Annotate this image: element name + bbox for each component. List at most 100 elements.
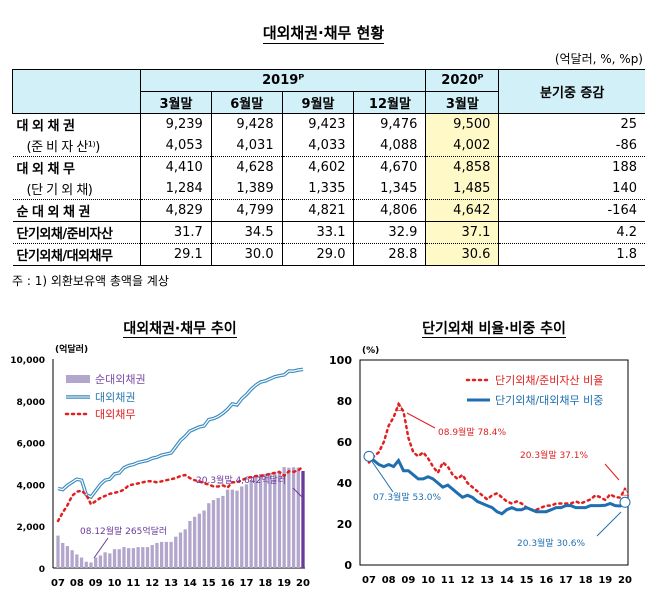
y-axis-unit: (%)	[362, 346, 379, 356]
x-tick-label: 07	[51, 578, 65, 589]
cell-value: 1,284	[140, 178, 212, 200]
bar	[216, 497, 220, 568]
annotation: 20.3월말 4,642억달러	[196, 474, 286, 486]
summary-table: 2019ᴾ 2020ᴾ 분기중 증감 3월말 6월말 9월말 12월말 3월말 …	[11, 69, 645, 266]
bar	[240, 486, 244, 568]
x-tick-label: 19	[277, 578, 291, 589]
x-tick-label: 13	[480, 575, 494, 586]
y-tick-label: 100	[329, 354, 352, 367]
cell-value: 4,670	[353, 156, 426, 178]
x-tick-label: 20	[618, 575, 632, 586]
annotation-arrow	[604, 463, 620, 481]
cell-value: 4,806	[353, 199, 426, 222]
table-row: 대 외 채 권 9,239 9,428 9,423 9,476 9,500 25	[12, 113, 645, 135]
cell-value: 140	[498, 178, 645, 200]
annotation-arrow	[406, 412, 436, 429]
bar	[258, 473, 263, 568]
y-tick-label: 60	[337, 436, 353, 449]
bar	[65, 546, 70, 568]
legend-label: 대외채무	[95, 408, 135, 421]
bar	[164, 541, 169, 568]
cell-value: 37.1	[425, 221, 499, 244]
bar	[230, 489, 234, 568]
bar	[122, 547, 126, 568]
row-label: 단기외채/준비자산	[12, 221, 141, 244]
table-row: (단 기 외 채) 1,284 1,389 1,335 1,345 1,485 140	[13, 178, 645, 200]
bar	[192, 516, 197, 568]
series-line	[367, 401, 627, 511]
y-tick-label: 80	[337, 395, 353, 408]
chart1-svg: 0 2,000 4,000 6,000 8,000 10,000 (억달러) 07 08 09 10…	[10, 343, 310, 589]
bar	[94, 557, 98, 568]
bar	[127, 548, 131, 568]
bar	[282, 467, 286, 568]
bar	[169, 541, 173, 568]
x-tick-label: 20	[296, 578, 310, 589]
table-row: 순 대 외 채 권 4,829 4,799 4,821 4,806 4,642 -164	[12, 199, 645, 222]
x-tick-label: 14	[183, 578, 197, 589]
cell-value: 4,821	[281, 199, 354, 222]
cell-value: 32.9	[353, 221, 426, 244]
bar	[273, 471, 277, 568]
end-marker: △	[621, 484, 630, 497]
corner-cell	[11, 69, 142, 114]
year-header-2020: 2020ᴾ	[425, 69, 500, 92]
peak-marker: △	[395, 399, 404, 412]
bar	[263, 473, 267, 568]
cell-value: 9,239	[140, 113, 212, 135]
bar	[183, 529, 187, 568]
table-row: 단기외채/대외채무 29.1 30.0 29.0 28.8 30.6 1.8	[12, 243, 645, 266]
y-axis-unit: (억달러)	[55, 343, 88, 355]
bar	[79, 557, 84, 568]
bar	[301, 470, 305, 568]
bar	[155, 542, 159, 568]
chart2-title: 단기외채 비율·비중 추이	[422, 321, 566, 338]
x-tick-label: 14	[500, 575, 514, 586]
x-tick-label: 17	[559, 575, 573, 586]
x-tick-label: 12	[145, 578, 159, 589]
col-header: 3월말	[425, 91, 500, 114]
bar	[178, 532, 183, 568]
y-tick-label: 40	[337, 477, 353, 490]
chart1-title: 대외채권·채무 추이	[123, 321, 237, 338]
end-marker-circle	[619, 496, 631, 508]
x-tick-label: 10	[421, 575, 435, 586]
cell-value: 4,088	[353, 135, 426, 157]
col-header: 12월말	[353, 91, 427, 114]
cell-value: 1.8	[498, 243, 645, 266]
bar	[98, 555, 103, 568]
cell-value: -164	[498, 199, 645, 222]
row-label: 단기외채/대외채무	[12, 243, 141, 266]
bar	[84, 561, 88, 568]
bar	[103, 552, 107, 568]
bar	[61, 542, 65, 568]
bar	[277, 471, 282, 568]
cell-value: 4,829	[140, 199, 212, 222]
bar	[202, 510, 206, 568]
legend-swatch-bar	[66, 375, 90, 383]
bar	[150, 545, 154, 568]
bar	[287, 467, 291, 568]
x-tick-label: 09	[401, 575, 415, 586]
col-header: 6월말	[210, 91, 283, 114]
row-label: 순 대 외 채 권	[12, 199, 141, 222]
x-tick-label: 12	[461, 575, 475, 586]
plot-frame	[359, 359, 629, 566]
table-section: 2019ᴾ 2020ᴾ 분기중 증감 3월말 6월말 9월말 12월말 3월말 …	[11, 69, 645, 289]
bar	[249, 480, 253, 568]
table-row: (준 비 자 산¹⁾) 4,053 4,031 4,033 4,088 4,002 -86	[13, 135, 645, 157]
cell-value: 4,410	[140, 156, 212, 178]
cell-value: 9,476	[353, 113, 426, 135]
col-header: 9월말	[281, 91, 355, 114]
bar	[197, 513, 201, 568]
unit-label: (억달러, %, %p)	[554, 52, 643, 66]
row-label: 대 외 채 권	[12, 113, 141, 135]
x-tick-label: 16	[221, 578, 235, 589]
annotation-arrow	[292, 487, 304, 499]
y-tick-label: 0	[344, 559, 352, 572]
year-header-2019: 2019ᴾ	[140, 69, 427, 92]
cell-value: 25	[498, 113, 645, 135]
cell-value: 29.1	[140, 243, 212, 266]
series-line	[56, 465, 305, 523]
cell-value: 4,642	[425, 199, 499, 222]
